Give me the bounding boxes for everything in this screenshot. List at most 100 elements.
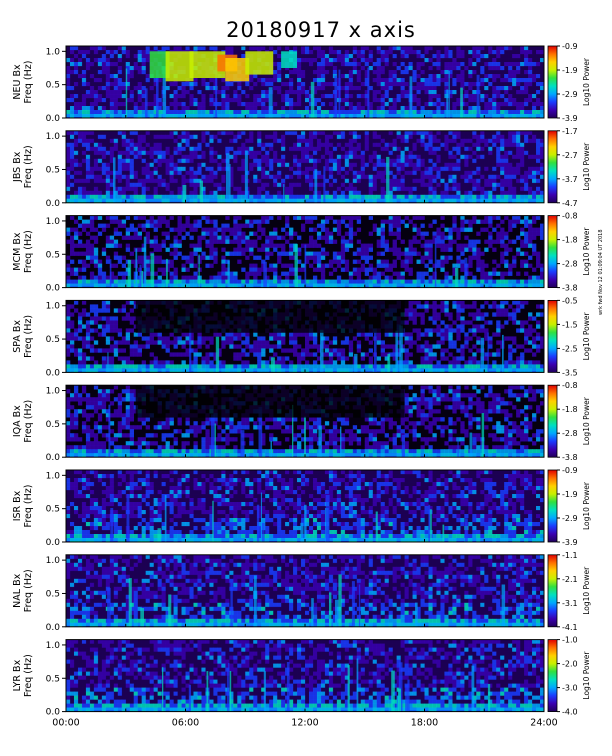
y-tick-label: 1.0 [46,47,61,57]
burst-streak [443,525,445,542]
burst-streak [200,181,203,203]
burst-streak [189,685,191,712]
colorbar-tick-label: -3.5 [562,368,578,377]
burst-streak [304,505,307,542]
colorbar-tick-label: -1.5 [562,320,578,329]
colorbar-gradient [548,216,557,288]
y-tick-label: 0.0 [46,623,61,633]
burst-streak [107,588,111,627]
burst-streak [129,578,132,627]
burst-streak [135,248,137,287]
y-tick-label: 0.5 [46,81,60,91]
burst-streak [227,668,228,711]
burst-streak [477,75,480,118]
y-tick-label: 0.5 [46,420,60,430]
burst-streak [464,258,467,288]
burst-streak [295,244,298,288]
colorbar-tick-label: -1.0 [562,636,578,645]
burst-streak [502,335,504,373]
colorbar-tick-label: -2.8 [562,429,578,438]
burst-streak [140,265,142,288]
y-tick-label: 1.0 [46,217,61,227]
y-tick-label: 0.0 [46,199,61,209]
burst-streak [269,87,273,118]
colorbar-tick-label: -1.9 [562,490,578,499]
y-tick-label: 0.5 [46,590,60,600]
burst-streak [228,663,229,712]
x-tick-label: 18:00 [411,718,438,729]
colorbar-tick-label: -3.9 [562,538,578,547]
burst-streak [387,354,390,373]
burst-streak [216,337,219,373]
colorbar-tick-label: -2.7 [562,151,578,160]
burst-streak [145,88,148,118]
burst-streak [455,268,458,288]
y-tick-label: 0.0 [46,284,61,294]
y-tick-label: 1.0 [46,556,61,566]
burst-streak [126,69,127,119]
colorbar-tick-label: -0.5 [562,296,578,305]
burst-streak [162,667,163,711]
burst-streak [199,255,200,288]
colorbar-tick-label: -4.0 [562,708,578,717]
x-tick-label: 00:00 [52,718,79,729]
burst-streak [395,331,398,373]
burst-streak [107,352,108,372]
burst-streak [446,90,448,119]
y-tick-label: 1.0 [46,302,61,312]
colorbar-gradient [548,555,557,627]
colorbar-label: Log10 Power [582,481,591,530]
burst-streak [165,495,167,542]
burst-streak [357,659,359,712]
burst-streak [158,528,161,542]
y-tick-label: 0.0 [46,708,61,718]
quiet-region [136,300,405,332]
y-tick-label: 1.0 [46,471,61,481]
y-tick-label: 0.0 [46,538,61,548]
burst-streak [398,689,401,712]
burst-streak [488,333,489,373]
burst-streak [229,164,230,203]
burst-streak [326,495,330,542]
burst-streak [311,82,315,118]
y-tick-label: 0.0 [46,453,61,463]
spectrogram-cells [66,131,544,203]
burst-streak [314,169,317,203]
panel-ylabel: NEU BxFreq (Hz) [12,61,34,104]
colorbar-tick-label: -0.8 [562,212,578,221]
burst-streak [127,494,130,542]
colorbar-tick-label: -3.8 [562,453,578,462]
burst-streak [482,413,485,457]
colorbar-tick-label: -2.5 [562,344,578,353]
burst-streak [334,76,337,118]
burst-streak [264,671,266,711]
burst-streak [241,430,245,457]
burst-streak [271,357,275,372]
panel-ylabel: JBS BxFreq (Hz) [12,145,34,188]
burst-streak [402,435,405,457]
panel-ylabel: SPA BxFreq (Hz) [12,315,34,358]
burst-streak [283,184,284,203]
burst-streak [257,505,259,542]
burst-streak [470,433,473,458]
burst-streak [481,338,484,373]
panel-ylabel: MCM BxFreq (Hz) [12,230,34,273]
burst-streak [472,666,475,712]
colorbar-label: Log10 Power [582,566,591,615]
colorbar-tick-label: -2.0 [562,660,578,669]
burst-streak [212,501,213,542]
y-tick-label: 0.5 [46,335,60,345]
y-tick-label: 0.5 [46,674,60,684]
colorbar-label: Log10 Power [582,311,591,360]
burst-streak [376,512,378,543]
burst-streak [300,523,303,542]
burst-streak [166,259,168,288]
